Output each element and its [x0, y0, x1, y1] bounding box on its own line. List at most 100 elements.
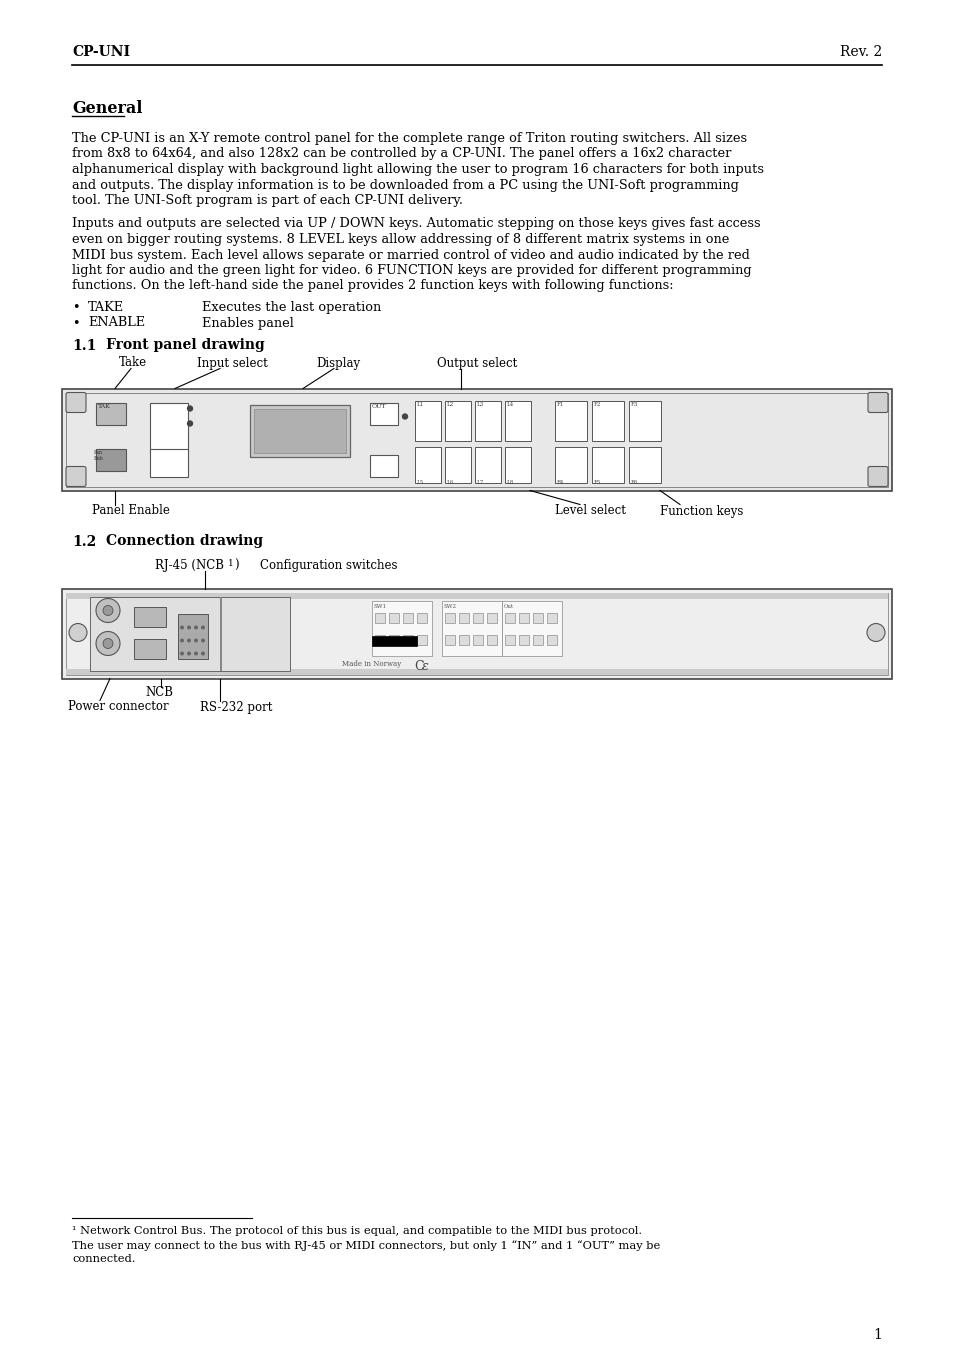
Text: Configuration switches: Configuration switches: [260, 558, 397, 571]
Circle shape: [180, 651, 184, 655]
Text: CP-UNI: CP-UNI: [71, 45, 130, 59]
Bar: [375, 612, 385, 623]
Bar: [475, 400, 500, 440]
Text: Take: Take: [119, 357, 147, 370]
Text: •: •: [71, 301, 79, 313]
Bar: [486, 612, 497, 623]
Bar: [501, 600, 561, 655]
Bar: [473, 635, 482, 644]
Text: tool. The UNI-Soft program is part of each CP-UNI delivery.: tool. The UNI-Soft program is part of ea…: [71, 195, 462, 207]
Circle shape: [201, 651, 205, 655]
Text: SW1: SW1: [374, 604, 387, 608]
Bar: [444, 612, 455, 623]
Text: Level select: Level select: [555, 504, 625, 517]
Text: F1: F1: [557, 401, 564, 407]
Text: and outputs. The display information is to be downloaded from a PC using the UNI: and outputs. The display information is …: [71, 178, 739, 192]
Text: L2: L2: [447, 401, 454, 407]
Text: Function keys: Function keys: [659, 504, 742, 517]
Text: Front panel drawing: Front panel drawing: [106, 339, 265, 353]
FancyBboxPatch shape: [66, 466, 86, 486]
Text: F2: F2: [594, 401, 600, 407]
Text: TAK: TAK: [98, 404, 111, 409]
Circle shape: [193, 626, 198, 630]
Text: Power connector: Power connector: [68, 701, 169, 713]
Text: ENABLE: ENABLE: [88, 316, 145, 330]
Circle shape: [69, 624, 87, 642]
Bar: [458, 635, 469, 644]
Bar: [90, 597, 290, 670]
Text: ): ): [233, 558, 238, 571]
Bar: [546, 635, 557, 644]
Bar: [150, 449, 188, 477]
Bar: [389, 612, 398, 623]
Bar: [416, 635, 427, 644]
Text: L3: L3: [476, 401, 484, 407]
Text: L5: L5: [416, 481, 424, 485]
Text: NCB: NCB: [145, 686, 172, 700]
Text: F5: F5: [594, 481, 600, 485]
Text: connected.: connected.: [71, 1254, 135, 1265]
Bar: [370, 403, 397, 424]
Bar: [555, 446, 586, 482]
Text: L7: L7: [476, 481, 484, 485]
Text: L1: L1: [416, 401, 424, 407]
Bar: [150, 403, 188, 453]
Circle shape: [193, 651, 198, 655]
Bar: [66, 393, 887, 486]
Bar: [372, 635, 416, 646]
Bar: [415, 400, 440, 440]
Text: Out: Out: [503, 604, 514, 608]
Bar: [592, 446, 623, 482]
Text: Connection drawing: Connection drawing: [106, 535, 263, 549]
Text: Executes the last operation: Executes the last operation: [202, 301, 381, 313]
Bar: [504, 635, 515, 644]
Bar: [389, 635, 398, 644]
Bar: [458, 612, 469, 623]
Text: from 8x8 to 64x64, and also 128x2 can be controlled by a CP-UNI. The panel offer: from 8x8 to 64x64, and also 128x2 can be…: [71, 147, 731, 161]
Text: L8: L8: [506, 481, 514, 485]
Circle shape: [187, 651, 191, 655]
Bar: [444, 446, 471, 482]
Bar: [504, 400, 531, 440]
Bar: [415, 446, 440, 482]
Text: 1.2: 1.2: [71, 535, 96, 549]
Circle shape: [180, 626, 184, 630]
Text: F6: F6: [630, 481, 638, 485]
Bar: [375, 635, 385, 644]
Bar: [555, 400, 586, 440]
Text: Output select: Output select: [436, 357, 517, 370]
Bar: [66, 593, 887, 674]
Text: L4: L4: [506, 401, 514, 407]
Circle shape: [103, 639, 112, 648]
Text: RS-232 port: RS-232 port: [200, 701, 273, 713]
Bar: [178, 613, 208, 658]
Text: 1: 1: [872, 1328, 882, 1342]
Bar: [518, 635, 529, 644]
Circle shape: [188, 407, 193, 411]
Bar: [133, 607, 166, 627]
Text: General: General: [71, 100, 142, 118]
Bar: [628, 446, 660, 482]
Bar: [402, 635, 413, 644]
Text: Rev. 2: Rev. 2: [839, 45, 882, 59]
Text: OUT: OUT: [372, 404, 386, 409]
Bar: [533, 612, 542, 623]
Bar: [253, 408, 346, 453]
Bar: [66, 593, 887, 598]
Text: Display: Display: [315, 357, 359, 370]
Bar: [592, 400, 623, 440]
FancyBboxPatch shape: [66, 393, 86, 412]
FancyBboxPatch shape: [867, 393, 887, 412]
Text: RJ-45 (NCB: RJ-45 (NCB: [154, 558, 224, 571]
Text: The user may connect to the bus with RJ-45 or MIDI connectors, but only 1 “IN” a: The user may connect to the bus with RJ-…: [71, 1240, 659, 1251]
Bar: [62, 589, 891, 678]
Text: Enables panel: Enables panel: [202, 316, 294, 330]
Text: ε: ε: [421, 661, 428, 674]
Bar: [372, 600, 432, 655]
Bar: [504, 446, 531, 482]
Circle shape: [180, 639, 184, 643]
Circle shape: [187, 639, 191, 643]
Text: light for audio and the green light for video. 6 FUNCTION keys are provided for : light for audio and the green light for …: [71, 263, 751, 277]
Text: L6: L6: [447, 481, 454, 485]
Circle shape: [866, 624, 884, 642]
